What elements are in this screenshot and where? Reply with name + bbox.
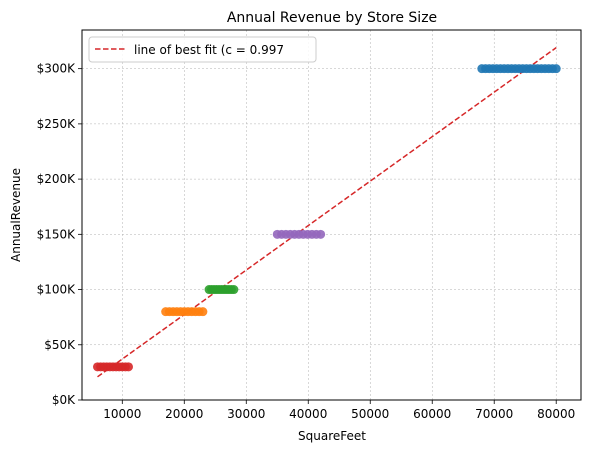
- grid-lines: [82, 30, 581, 401]
- best-fit-line: [97, 47, 557, 378]
- legend-label: line of best fit (c = 0.997: [134, 43, 284, 57]
- data-point: [316, 229, 326, 239]
- y-tick-label: $200K: [37, 172, 77, 186]
- data-point: [551, 64, 561, 74]
- legend: line of best fit (c = 0.997: [88, 36, 317, 63]
- y-axis-ticks: $0K $50K $100K $150K $200K $250K $300K: [37, 62, 82, 407]
- y-axis-label: AnnualRevenue: [9, 168, 23, 262]
- y-tick-label: $250K: [37, 117, 77, 131]
- x-tick-label: 60000: [413, 407, 451, 421]
- legend-box: [88, 36, 317, 63]
- y-tick-label: $150K: [37, 227, 77, 241]
- plot-frame: [81, 29, 582, 401]
- x-tick-label: 50000: [351, 407, 389, 421]
- x-tick-label: 80000: [537, 407, 575, 421]
- data-point: [198, 307, 208, 317]
- data-point: [229, 285, 239, 295]
- y-tick-label: $300K: [37, 62, 77, 76]
- x-tick-label: 30000: [227, 407, 265, 421]
- x-tick-label: 70000: [475, 407, 513, 421]
- y-tick-label: $0K: [52, 393, 76, 407]
- data-point: [123, 362, 133, 372]
- data-points: [92, 64, 561, 372]
- x-axis-label: SquareFeet: [298, 429, 366, 443]
- chart-title: Annual Revenue by Store Size: [227, 10, 437, 26]
- x-tick-label: 10000: [103, 407, 141, 421]
- x-tick-label: 20000: [165, 407, 203, 421]
- y-tick-label: $50K: [44, 338, 76, 352]
- x-axis-ticks: 10000 20000 30000 40000 50000 60000 70000 80000: [103, 400, 575, 421]
- x-tick-label: 40000: [289, 407, 327, 421]
- best-fit-line-group: [97, 47, 557, 378]
- y-tick-label: $100K: [37, 283, 77, 297]
